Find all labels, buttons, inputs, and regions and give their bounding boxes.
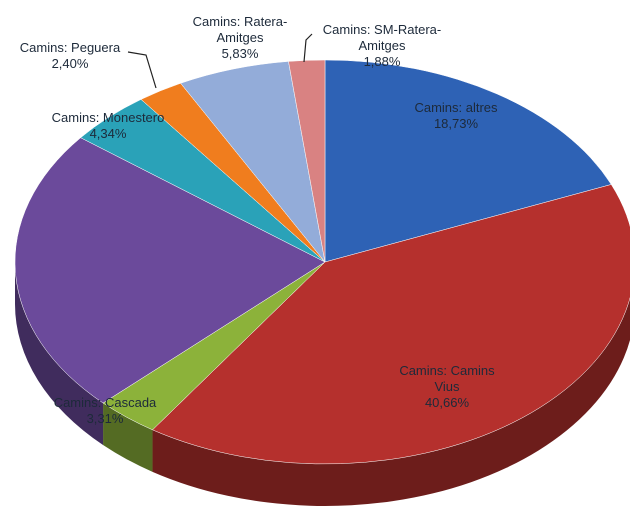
slice-name: Camins: Camins Vius <box>399 363 495 394</box>
slice-name: Camins: Monestero <box>51 110 165 125</box>
slice-label: Camins: Camins Vius 40,66% <box>390 363 505 411</box>
slice-value: 4,34% <box>89 126 127 141</box>
pie-side <box>103 403 153 472</box>
slice-label: Camins: SM-Ratera-Amitges 1,88% <box>307 22 457 70</box>
pie-slice <box>152 184 630 465</box>
slice-value: 3,31% <box>86 411 124 426</box>
slice-label: Camins: Monestero 4,34% <box>43 110 173 142</box>
leader-line <box>303 33 313 63</box>
pie-side <box>15 262 104 446</box>
slice-name: Camins: Peguera <box>19 40 121 55</box>
slice-value: 5,83% <box>221 46 259 61</box>
pie-slice <box>14 137 326 404</box>
slice-value: 2,40% <box>51 56 89 71</box>
slice-value: 40,66% <box>424 395 470 410</box>
slice-name: Camins: Cascada <box>53 395 157 410</box>
slice-name: Camins: altres <box>414 100 498 115</box>
slice-label: Camins: Ratera-Amitges 5,83% <box>183 14 298 62</box>
leader-line <box>127 51 157 89</box>
pie-side <box>152 297 630 506</box>
slice-value: 1,88% <box>363 54 401 69</box>
pie-slice <box>324 59 612 263</box>
slice-label: Camins: altres 18,73% <box>396 100 516 132</box>
slice-name: Camins: SM-Ratera-Amitges <box>322 22 442 53</box>
slice-name: Camins: Ratera-Amitges <box>192 14 288 45</box>
slice-label: Camins: Peguera 2,40% <box>5 40 135 72</box>
slice-label: Camins: Cascada 3,31% <box>40 395 170 427</box>
slice-value: 18,73% <box>433 116 479 131</box>
pie-slice <box>288 59 326 263</box>
